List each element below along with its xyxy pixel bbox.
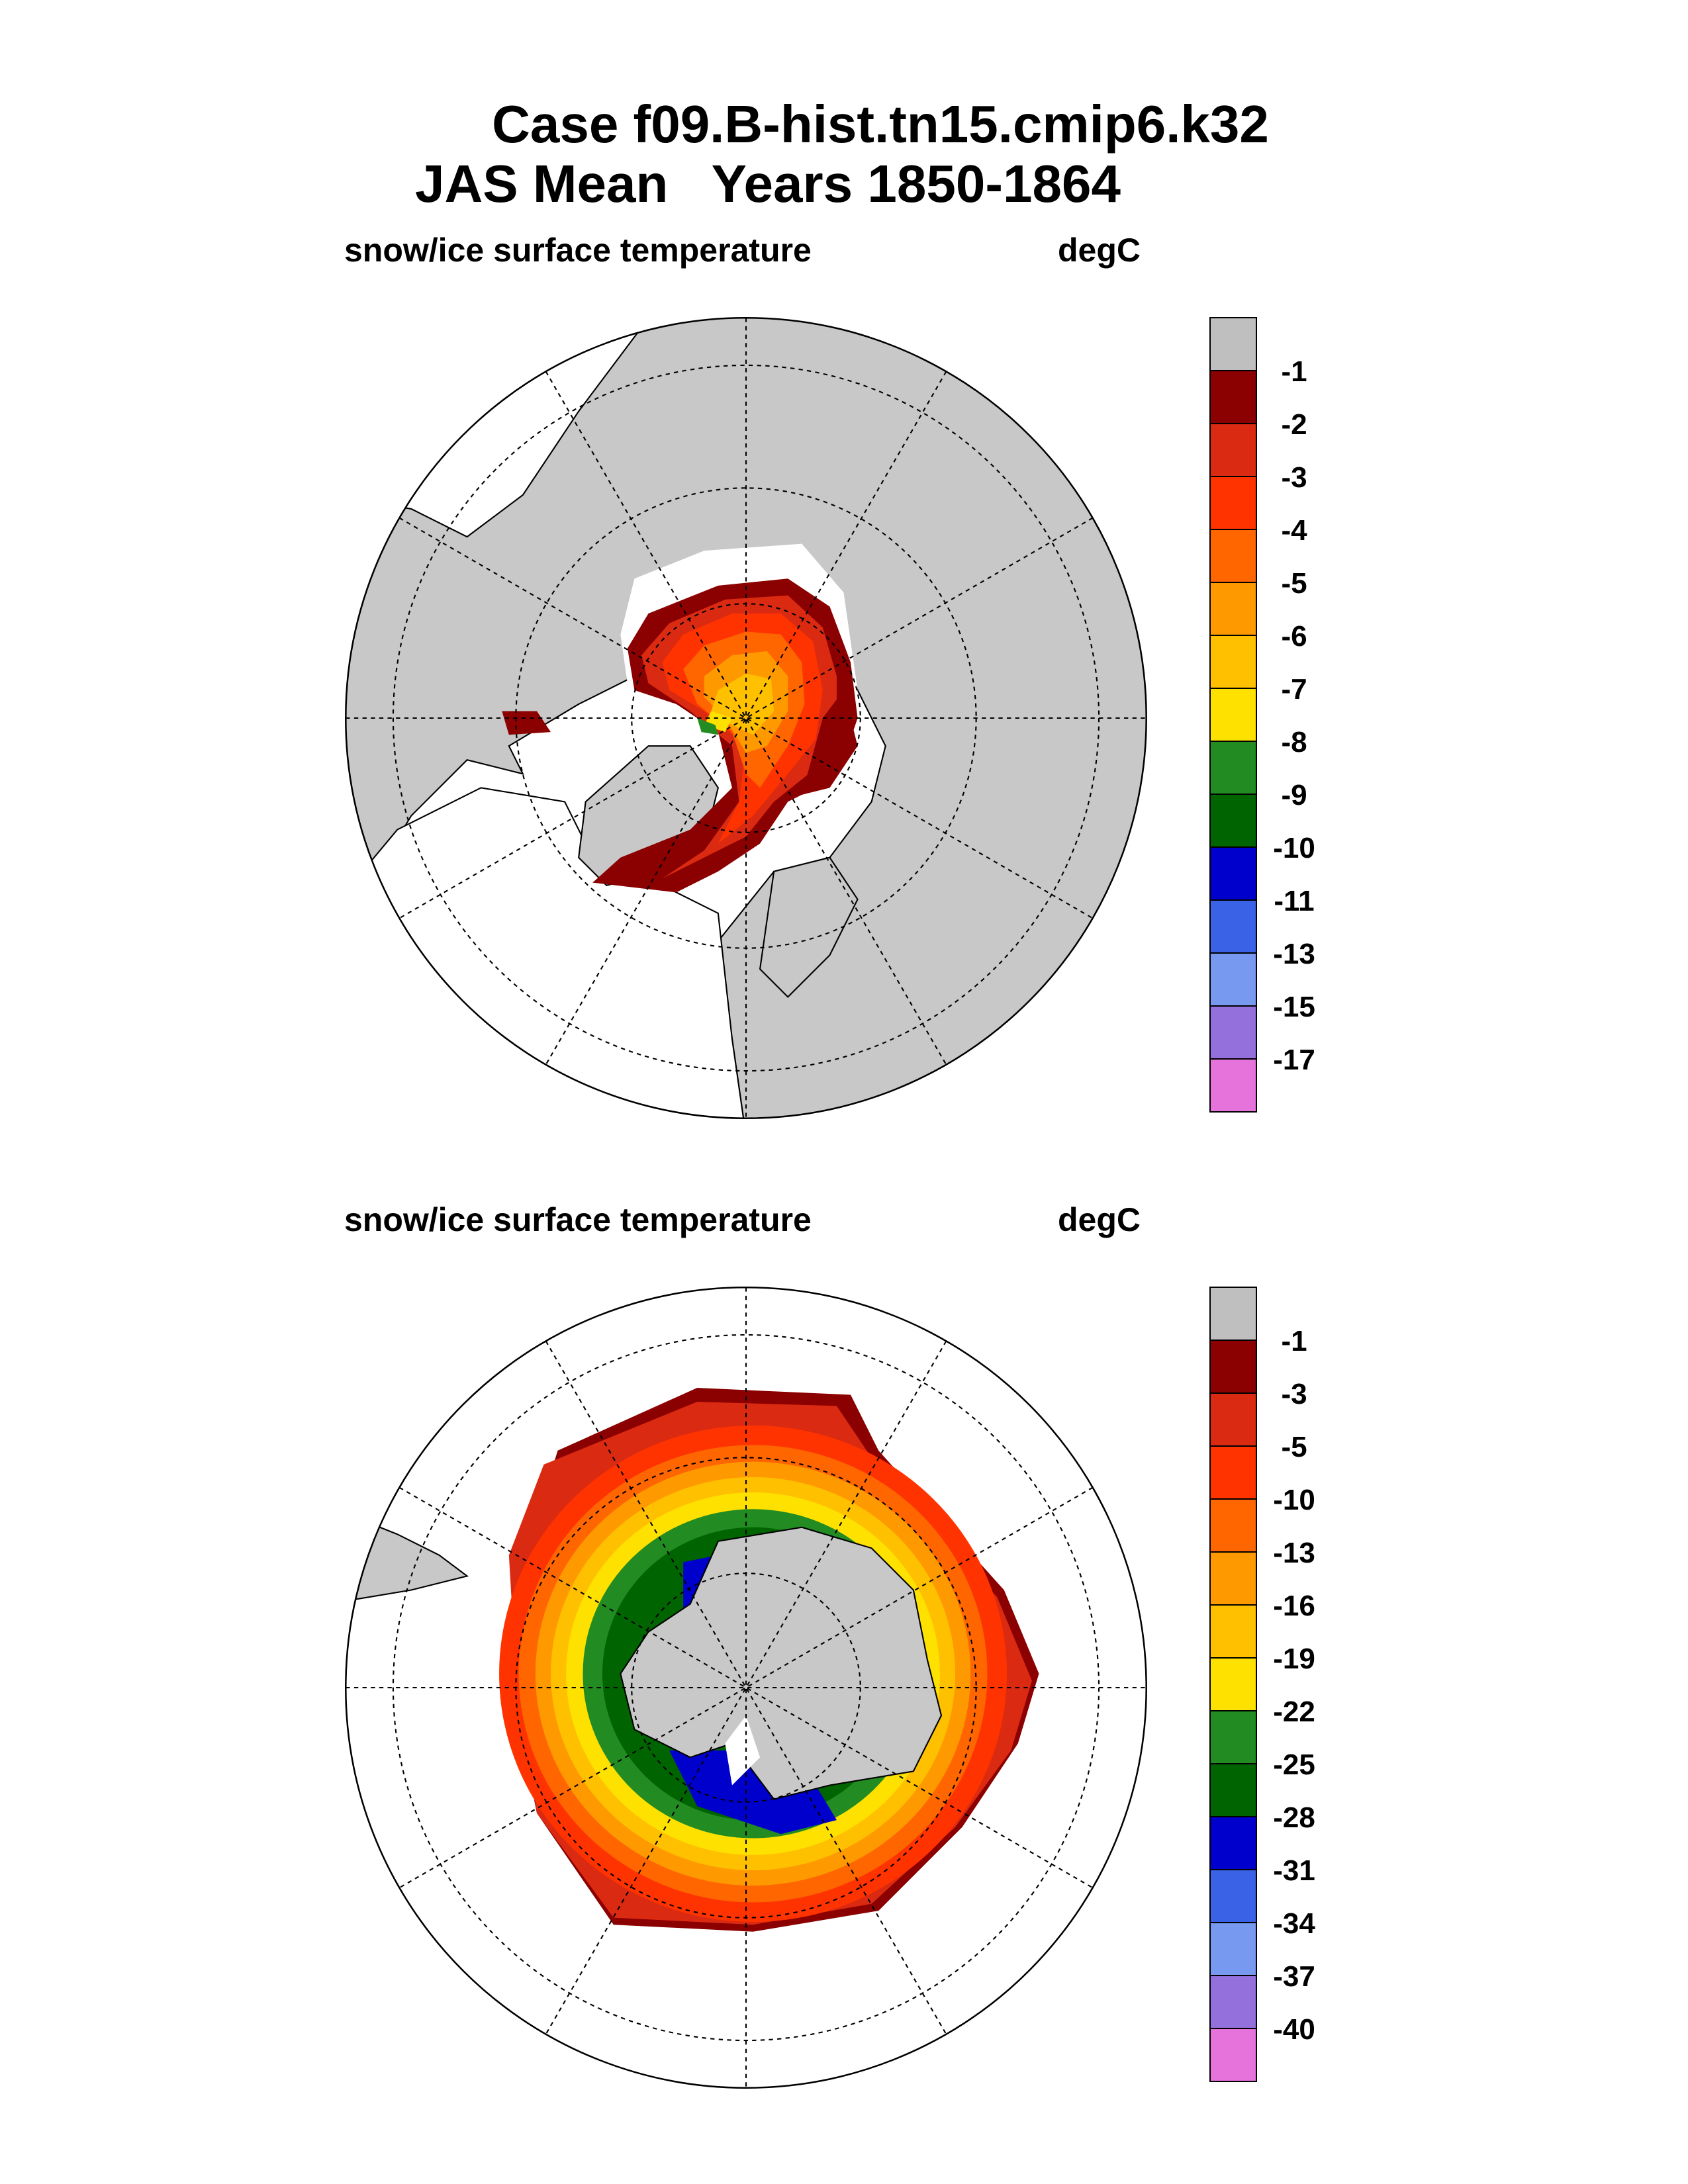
colorbar-box xyxy=(1209,1922,1257,1976)
colorbar-label: -13 xyxy=(1273,938,1315,970)
colorbar-box xyxy=(1209,1604,1257,1659)
colorbar-label: -17 xyxy=(1273,1044,1315,1076)
sh-graticule xyxy=(346,1287,1147,2088)
colorbar-label: -25 xyxy=(1273,1749,1315,1781)
nh-units-label: degC xyxy=(1058,232,1141,269)
colorbar-label: -10 xyxy=(1273,1484,1315,1516)
colorbar-label: -28 xyxy=(1273,1801,1315,1834)
colorbar-box xyxy=(1209,1445,1257,1500)
colorbar-box xyxy=(1209,1340,1257,1394)
colorbar-label: -6 xyxy=(1281,620,1307,653)
colorbar-box xyxy=(1209,846,1257,901)
colorbar-box xyxy=(1209,1763,1257,1817)
colorbar-label: -22 xyxy=(1273,1696,1315,1728)
colorbar-label: -16 xyxy=(1273,1590,1315,1622)
colorbar-box xyxy=(1209,1551,1257,1606)
colorbar-box xyxy=(1209,582,1257,636)
sh-polar-map xyxy=(345,1287,1147,2089)
colorbar-box xyxy=(1209,1816,1257,1870)
colorbar-box xyxy=(1209,635,1257,689)
nh-scandinavia xyxy=(759,856,859,998)
colorbar-box xyxy=(1209,2028,1257,2082)
colorbar-label: -7 xyxy=(1281,673,1307,705)
colorbar-box xyxy=(1209,1498,1257,1553)
title-line-2: JAS Mean Years 1850-1864 xyxy=(415,154,1121,213)
colorbar-label: -9 xyxy=(1281,779,1307,811)
nh-colorbar: -1 -2 -3 -4 -5 -6 -7 -8 -9 -10 -11 -13 -15 -17 xyxy=(1209,317,1315,1113)
sh-variable-label: snow/ice surface temperature xyxy=(344,1201,812,1238)
colorbar-box xyxy=(1209,1657,1257,1711)
colorbar-box xyxy=(1209,688,1257,742)
colorbar-box xyxy=(1209,529,1257,583)
colorbar-box xyxy=(1209,1975,1257,2029)
colorbar-box xyxy=(1209,741,1257,795)
colorbar-label: -15 xyxy=(1273,991,1315,1023)
nh-variable-label: snow/ice surface temperature xyxy=(344,232,812,269)
title-line-1: Case f09.B-hist.tn15.cmip6.k32 xyxy=(492,95,1269,154)
colorbar-box xyxy=(1209,1058,1257,1113)
colorbar-label: -5 xyxy=(1281,1431,1307,1463)
colorbar-box xyxy=(1209,317,1257,371)
colorbar-box xyxy=(1209,1710,1257,1764)
colorbar-box xyxy=(1209,794,1257,848)
sh-colorbar: -1 -3 -5 -10 -13 -16 -19 -22 -25 -28 -31 -34 -37 -40 xyxy=(1209,1287,1315,2082)
colorbar-label: -37 xyxy=(1273,1960,1315,1993)
colorbar-label: -19 xyxy=(1273,1643,1315,1675)
colorbar-box xyxy=(1209,423,1257,477)
nh-graticule xyxy=(346,318,1147,1118)
colorbar-label: -1 xyxy=(1281,1325,1307,1357)
colorbar-box xyxy=(1209,1869,1257,1923)
sh-map-border xyxy=(345,1287,1147,2089)
colorbar-label: -8 xyxy=(1281,726,1307,758)
colorbar-box xyxy=(1209,476,1257,530)
colorbar-label: -34 xyxy=(1273,1907,1315,1940)
colorbar-box xyxy=(1209,899,1257,954)
colorbar-label: -13 xyxy=(1273,1537,1315,1569)
sh-antarctica xyxy=(620,1526,943,1800)
nh-polar-map xyxy=(345,317,1147,1119)
colorbar-label: -2 xyxy=(1281,408,1307,441)
colorbar-label: -31 xyxy=(1273,1854,1315,1887)
nh-map-border xyxy=(345,317,1147,1119)
colorbar-label: -3 xyxy=(1281,461,1307,494)
colorbar-label: -11 xyxy=(1274,885,1314,917)
colorbar-label: -4 xyxy=(1281,514,1307,547)
colorbar-box xyxy=(1209,1392,1257,1447)
colorbar-box xyxy=(1209,370,1257,424)
colorbar-label: -1 xyxy=(1281,355,1307,388)
colorbar-label: -5 xyxy=(1281,567,1307,600)
colorbar-label: -3 xyxy=(1281,1378,1307,1410)
sh-units-label: degC xyxy=(1058,1201,1141,1238)
colorbar-box xyxy=(1209,1005,1257,1060)
colorbar-box xyxy=(1209,1287,1257,1341)
colorbar-label: -40 xyxy=(1273,2013,1315,2046)
colorbar-box xyxy=(1209,952,1257,1007)
colorbar-label: -10 xyxy=(1273,832,1315,864)
